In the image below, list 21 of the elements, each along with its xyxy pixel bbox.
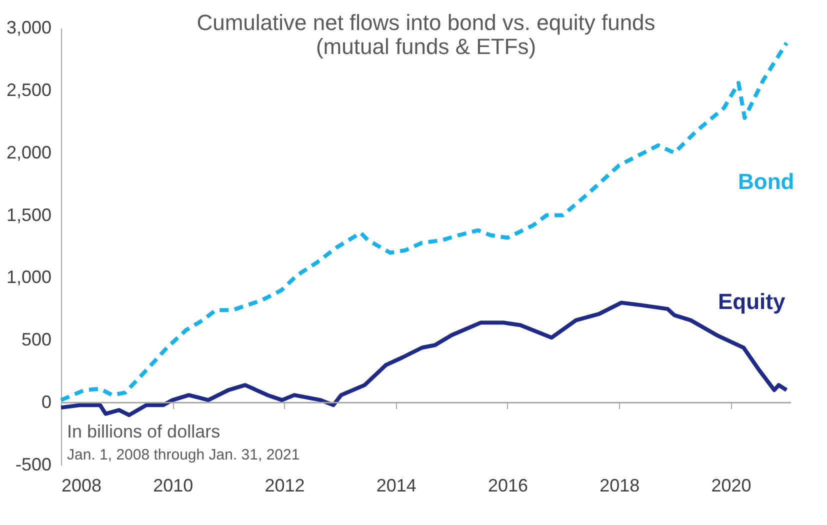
text: (mutual funds & ETFs) (316, 34, 536, 59)
x-tick-label: 2016 (488, 476, 528, 496)
y-tick-label: 500 (21, 330, 52, 350)
annotation: Jan. 1, 2008 through Jan. 31, 2021 (67, 446, 300, 464)
x-tick-label: 2020 (711, 476, 752, 496)
x-tick-label: 2018 (600, 476, 640, 496)
y-tick-label: 2,000 (6, 142, 52, 162)
x-tick-label: 2012 (264, 476, 305, 496)
y-tick-label: -500 (15, 454, 52, 474)
y-tick-label: 1,000 (6, 267, 52, 288)
x-tick-label: 2008 (62, 476, 102, 496)
text: Bond (738, 169, 794, 194)
x-tick-label: 2014 (376, 476, 416, 496)
text: Cumulative net flows into bond vs. equity funds (196, 10, 656, 35)
y-tick-label: 0 (41, 392, 52, 412)
y-tick-label: 2,500 (6, 80, 52, 100)
series-label: Equity (718, 289, 786, 314)
x-tick-label: 2010 (153, 476, 194, 496)
y-tick-label: 3,000 (6, 18, 52, 38)
annotation: In billions of dollars (67, 422, 220, 442)
y-tick-label: 1,500 (6, 204, 52, 225)
